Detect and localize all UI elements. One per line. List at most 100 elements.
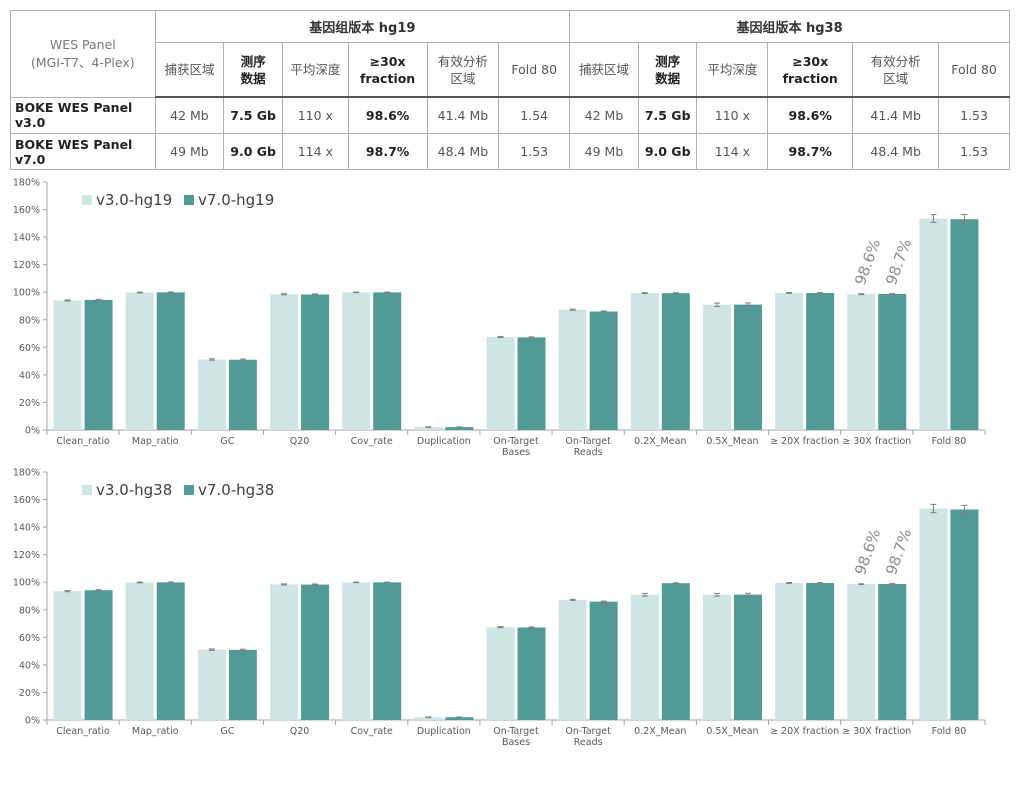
column-header: 捕获区域 [154, 42, 225, 98]
bar-v7.0-hg38 [589, 601, 618, 720]
y-tick-label: 80% [19, 605, 40, 616]
bar-v7.0-hg38 [661, 583, 690, 720]
group-header: 基因组版本 hg19 [154, 10, 571, 43]
y-tick-label: 60% [19, 633, 40, 644]
bar-v7.0-hg38 [806, 583, 835, 720]
bar-v3.0-hg19 [53, 300, 82, 430]
column-header: 有效分析 区域 [426, 42, 500, 98]
x-tick-label: Map_ratio [132, 726, 179, 737]
bar-chart-svg: 0% 20% 40% 60% 80% 100% 120% 140% 160% 180% Clean_… [13, 178, 986, 458]
bar-v7.0-hg19 [589, 311, 618, 430]
column-header: 测序 数据 [223, 42, 283, 98]
x-tick-label: GC [220, 726, 234, 737]
legend-label: v7.0-hg38 [198, 481, 274, 499]
column-header-text: 捕获区域 [164, 62, 215, 77]
column-header-text: fraction [360, 70, 416, 86]
bar-v7.0-hg38 [84, 590, 113, 720]
y-tick-label: 20% [19, 398, 40, 409]
chart-hg38: 0% 20% 40% 60% 80% 100% 120% 140% 160% 180% Clean_… [0, 462, 1024, 752]
y-tick-label: 40% [19, 660, 40, 671]
y-tick-label: 100% [13, 288, 40, 299]
bar-v3.0-hg38 [342, 582, 371, 720]
legend-label: v3.0-hg38 [96, 481, 172, 499]
bar-v7.0-hg19 [84, 299, 113, 430]
column-header-text: 有效分析 [437, 53, 488, 69]
table-cell: 98.6% [347, 96, 428, 134]
y-tick-label: 140% [13, 233, 40, 244]
bar-v3.0-hg38 [197, 649, 226, 720]
column-header: 平均深度 [281, 42, 349, 98]
bar-v7.0-hg38 [301, 584, 330, 720]
table-cell: 98.7% [767, 133, 854, 170]
bar-v3.0-hg19 [486, 337, 515, 430]
bar-v3.0-hg38 [919, 508, 948, 720]
bar-v3.0-hg38 [270, 584, 299, 720]
column-header: 平均深度 [696, 42, 769, 98]
table-cell: 41.4 Mb [426, 96, 500, 134]
bar-v7.0-hg38 [156, 582, 185, 720]
column-header: Fold 80 [498, 42, 571, 98]
bar-v3.0-hg19 [414, 427, 443, 430]
x-tick-label: ≥ 20X fraction [770, 726, 839, 737]
column-header-text: fraction [782, 70, 838, 86]
bar-v7.0-hg38 [733, 594, 762, 720]
x-tick-label: 0.2X_Mean [634, 726, 686, 737]
bar-v3.0-hg19 [630, 293, 659, 430]
x-tick-label: ≥ 30X fraction [842, 436, 911, 447]
y-tick-label: 40% [19, 370, 40, 381]
legend-swatch [184, 195, 194, 205]
column-header-text: Fold 80 [951, 62, 997, 77]
bar-v3.0-hg19 [342, 292, 371, 430]
value-annotation: 98.6% [851, 237, 884, 288]
bar-v7.0-hg19 [517, 337, 546, 430]
bar-v3.0-hg38 [486, 627, 515, 720]
y-tick-label: 20% [19, 688, 40, 699]
table-cell: 114 x [696, 133, 769, 170]
x-tick-label: Q20 [290, 726, 310, 737]
column-header-text: Fold 80 [511, 62, 558, 77]
column-header-text: 有效分析 [870, 53, 921, 69]
table-cell: 1.53 [498, 133, 571, 170]
panel-header: WES Panel (MGI-T7、4-Plex) [10, 10, 156, 98]
bar-v3.0-hg19 [558, 309, 587, 430]
y-tick-label: 180% [13, 178, 40, 189]
table-cell: 1.54 [498, 96, 571, 134]
table-cell: 110 x [281, 96, 349, 134]
bar-v3.0-hg38 [847, 584, 876, 720]
y-tick-label: 160% [13, 495, 40, 506]
table-cell: 48.4 Mb [852, 133, 940, 170]
bar-v3.0-hg38 [558, 599, 587, 720]
column-header: ≥30x fraction [767, 42, 854, 98]
bar-v3.0-hg19 [847, 294, 876, 430]
table-cell: 49 Mb [569, 133, 639, 170]
chart-hg19: 0% 20% 40% 60% 80% 100% 120% 140% 160% 180% Clean_… [0, 172, 1024, 462]
value-annotation: 98.7% [882, 526, 915, 577]
column-header-text: 平均深度 [707, 62, 758, 77]
table-cell: 110 x [696, 96, 769, 134]
column-header-text: 测序 [655, 53, 681, 69]
table-cell: 98.6% [767, 96, 854, 134]
x-tick-label: On-Target Reads [565, 726, 611, 748]
table-cell: 9.0 Gb [637, 133, 698, 170]
column-header: 捕获区域 [569, 42, 639, 98]
table-row: BOKE WES Panel v3.0 42 Mb 7.5 Gb 110 x 98.6%… [10, 96, 1010, 134]
column-header-text: 数据 [240, 70, 266, 86]
bar-v3.0-hg19 [270, 294, 299, 430]
bar-v3.0-hg38 [630, 594, 659, 720]
y-tick-label: 160% [13, 205, 40, 216]
column-header-text: 捕获区域 [578, 62, 629, 77]
y-tick-label: 180% [13, 468, 40, 479]
table-cell: 1.53 [938, 133, 1010, 170]
panel-header-text: (MGI-T7、4-Plex) [30, 54, 135, 70]
bar-v7.0-hg19 [733, 304, 762, 430]
row-name: BOKE WES Panel v7.0 [10, 133, 156, 170]
x-tick-label: Duplication [417, 436, 471, 447]
x-tick-label: 0.5X_Mean [706, 436, 758, 447]
y-tick-label: 140% [13, 523, 40, 534]
table-cell: 42 Mb [569, 96, 639, 134]
column-header-text: 区域 [883, 70, 909, 86]
y-tick-label: 100% [13, 578, 40, 589]
legend-label: v3.0-hg19 [96, 191, 172, 209]
bar-v7.0-hg19 [661, 293, 690, 430]
group-header: 基因组版本 hg38 [569, 10, 1010, 43]
